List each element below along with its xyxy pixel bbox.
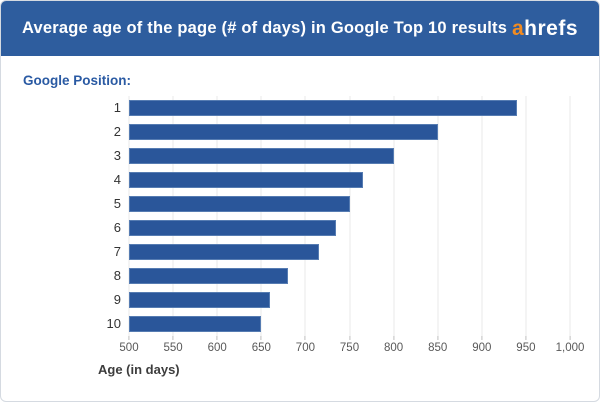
x-tick-mark	[437, 336, 439, 340]
bar	[129, 292, 271, 308]
x-tick-label: 550	[163, 342, 183, 354]
x-tick-label: 750	[339, 342, 360, 354]
header-bar: Average age of the page (# of days) in G…	[1, 1, 599, 56]
bar-row: 3	[79, 144, 570, 168]
bar	[129, 148, 394, 164]
x-tick: 800	[384, 336, 403, 354]
gridline	[260, 96, 262, 336]
x-tick: 600	[208, 336, 227, 354]
x-tick-label: 800	[384, 342, 404, 354]
bar	[129, 172, 363, 188]
x-tick-mark	[304, 336, 306, 340]
y-tick-label: 9	[113, 292, 121, 307]
bar-track	[129, 288, 570, 312]
bar-track	[129, 168, 570, 192]
x-tick-label: 900	[472, 342, 492, 354]
chart-title: Average age of the page (# of days) in G…	[22, 19, 508, 37]
bar-row: 4	[79, 168, 570, 192]
y-tick-label: 8	[113, 268, 121, 283]
x-tick-mark	[349, 336, 350, 340]
y-tick-label: 6	[113, 220, 121, 235]
x-tick-mark	[128, 336, 130, 340]
bar-row: 9	[79, 288, 570, 312]
y-tick-label: 3	[113, 148, 121, 163]
ahrefs-logo-rest: hrefs	[524, 16, 578, 40]
x-tick: 700	[296, 336, 315, 354]
bar	[129, 100, 518, 116]
gridline	[481, 96, 483, 336]
bar-track	[129, 192, 570, 216]
ahrefs-logo: ahrefs	[512, 17, 578, 41]
bar-track	[129, 312, 570, 336]
x-tick-label: 500	[119, 342, 139, 354]
x-tick-label: 1,000	[555, 342, 585, 354]
x-tick-mark	[393, 336, 395, 340]
gridline	[525, 96, 527, 336]
y-tick-label: 1	[113, 100, 121, 115]
x-tick: 750	[340, 336, 359, 354]
gridline	[569, 96, 571, 336]
bar	[129, 268, 288, 284]
y-tick-label: 4	[113, 172, 121, 187]
x-tick-mark	[481, 336, 483, 340]
gridline	[128, 96, 130, 336]
x-tick: 950	[516, 336, 535, 354]
bar-row: 10	[79, 312, 570, 336]
y-tick-label: 2	[113, 124, 121, 139]
bar-track	[129, 120, 570, 144]
bar	[129, 220, 337, 236]
x-tick: 900	[472, 336, 491, 354]
bar-track	[129, 240, 570, 264]
bar	[129, 196, 350, 212]
bar-row: 6	[79, 216, 570, 240]
bar	[129, 244, 319, 260]
x-axis: 500 550 600 650 700 750 800 850 900 950 1,000	[119, 336, 584, 358]
x-tick-label: 950	[516, 342, 536, 354]
gridline	[437, 96, 439, 336]
x-axis-title: Age (in days)	[98, 362, 180, 377]
gridline	[172, 96, 174, 336]
x-tick-label: 650	[251, 342, 271, 354]
y-tick-label: 7	[113, 244, 121, 259]
x-tick: 650	[252, 336, 271, 354]
gridline	[216, 96, 218, 336]
bar-row: 5	[79, 192, 570, 216]
x-tick: 550	[164, 336, 183, 354]
x-tick-mark	[172, 336, 174, 340]
plot-area	[128, 96, 571, 336]
gridline	[349, 96, 350, 336]
bar-rows: 1 2 3 4 5 6 7 8 9 10	[79, 96, 570, 336]
bar	[129, 316, 262, 332]
bar-row: 7	[79, 240, 570, 264]
y-tick-label: 10	[106, 316, 121, 331]
x-tick-label: 700	[295, 342, 315, 354]
ahrefs-logo-accent: a	[511, 16, 525, 40]
x-tick: 500	[119, 336, 139, 354]
bar-row: 2	[79, 120, 570, 144]
x-tick-mark	[569, 336, 571, 340]
bar-track	[129, 216, 570, 240]
x-tick-mark	[216, 336, 218, 340]
gridline	[304, 96, 306, 336]
x-tick-mark	[260, 336, 262, 340]
bar-track	[129, 96, 570, 120]
bar	[129, 124, 438, 140]
bar-row: 1	[79, 96, 570, 120]
x-tick: 1,000	[555, 336, 585, 354]
bar-track	[129, 144, 570, 168]
bar-row: 8	[79, 264, 570, 288]
x-tick-mark	[525, 336, 527, 340]
x-tick-label: 600	[207, 342, 227, 354]
bar-track	[129, 264, 570, 288]
y-tick-label: 5	[113, 196, 121, 211]
y-axis-title: Google Position:	[23, 73, 131, 88]
x-tick: 850	[428, 336, 447, 354]
x-tick-label: 850	[428, 342, 448, 354]
gridline	[393, 96, 395, 336]
